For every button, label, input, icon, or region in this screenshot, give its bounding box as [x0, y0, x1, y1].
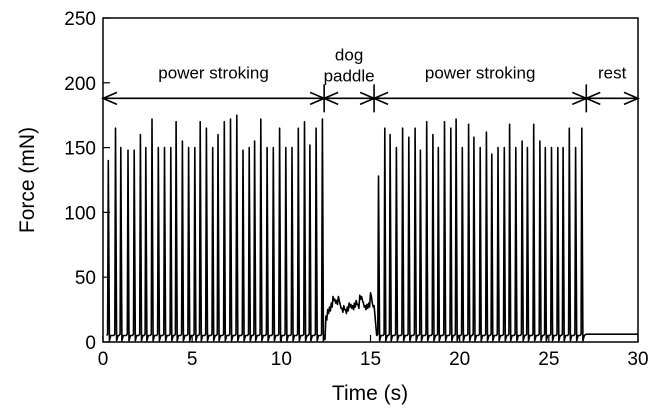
phase-label: rest	[598, 63, 627, 82]
phase-label: power stroking	[158, 63, 269, 82]
phase-label: dog	[335, 45, 363, 64]
x-axis-title: Time (s)	[332, 382, 408, 405]
x-tick-label: 0	[98, 349, 109, 370]
y-tick-label: 250	[64, 9, 96, 30]
y-tick-label: 50	[75, 268, 96, 289]
phase-label: paddle	[324, 66, 375, 85]
y-tick-label: 200	[64, 74, 96, 95]
x-tick-label: 10	[271, 349, 292, 370]
y-axis-title: Force (mN)	[16, 127, 39, 233]
force-trace-line	[105, 114, 638, 342]
x-tick-label: 30	[627, 349, 648, 370]
y-tick-label: 0	[85, 333, 96, 354]
y-tick-label: 100	[64, 203, 96, 224]
x-tick-label: 25	[538, 349, 559, 370]
phase-arrowhead-right	[623, 91, 641, 106]
y-tick-label: 150	[64, 139, 96, 160]
x-tick-label: 5	[187, 349, 198, 370]
x-tick-label: 15	[360, 349, 381, 370]
phase-arrowhead-left	[100, 91, 118, 106]
phase-label: power stroking	[425, 63, 536, 82]
x-tick-label: 20	[449, 349, 470, 370]
